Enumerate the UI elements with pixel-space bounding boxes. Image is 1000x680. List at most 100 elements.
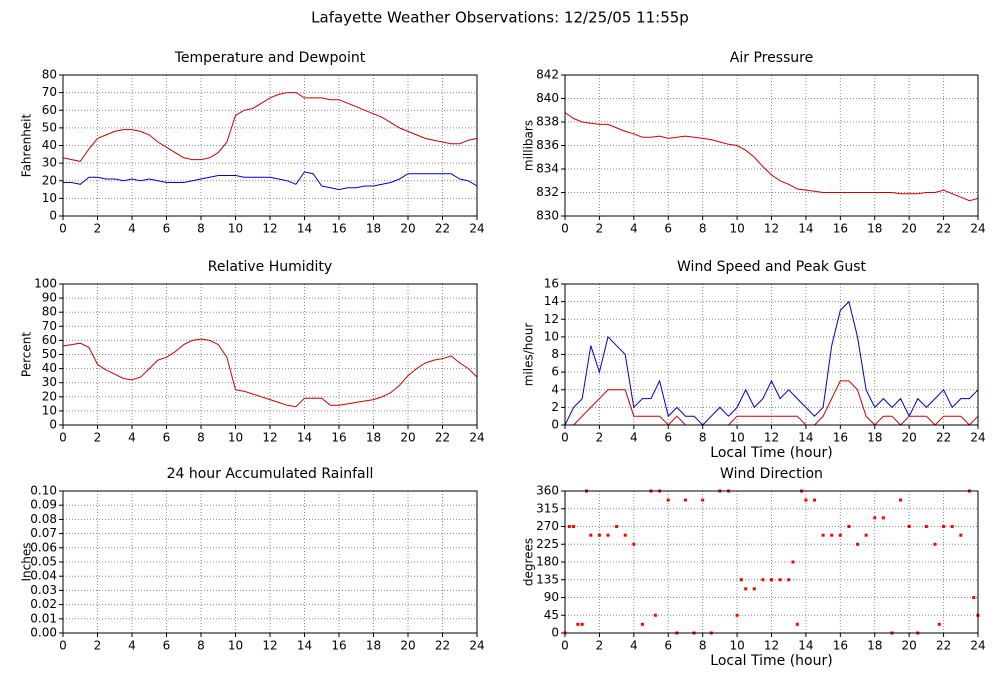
data-point [873,516,877,520]
y-tick-label: 50 [42,120,57,134]
y-tick-label: 0.01 [30,611,57,625]
data-point [838,533,842,537]
y-tick-label: 225 [536,537,559,551]
x-tick-label: 20 [902,639,917,653]
data-point [937,622,941,626]
x-tick-label: 10 [729,639,744,653]
data-line [564,112,979,202]
y-tick-label: 842 [536,68,559,82]
x-tick-label: 10 [729,222,744,236]
data-point [683,498,687,502]
y-tick-label: 360 [536,484,559,498]
x-tick-label: 18 [867,431,882,445]
x-tick-label: 14 [798,222,813,236]
data-line [565,380,979,426]
data-line [62,92,478,162]
x-tick-label: 8 [699,431,707,445]
x-tick-label: 8 [699,639,707,653]
data-point [701,498,705,502]
x-tick-label: 14 [798,431,813,445]
x-tick-label: 8 [197,639,205,653]
y-tick-label: 0 [49,418,57,432]
data-point [856,542,860,546]
data-point [972,596,976,599]
data-point [787,578,791,582]
y-tick-label: 270 [536,519,559,533]
x-tick-label: 12 [764,431,779,445]
y-tick-label: 10 [544,329,559,343]
x-axis-label: Local Time (hour) [710,445,832,461]
data-point [640,622,644,626]
y-tick-label: 0 [551,418,559,432]
x-tick-label: 2 [94,222,102,236]
y-tick-label: 80 [42,305,57,319]
data-point [623,533,627,537]
x-tick-label: 20 [400,639,415,653]
y-tick-label: 50 [42,347,57,361]
data-point [606,533,610,537]
data-point [739,578,743,582]
data-point [632,542,636,546]
chart-title: Wind Speed and Peak Gust [677,259,866,275]
data-point [752,587,756,591]
data-point [813,498,817,502]
data-point [899,498,903,502]
y-tick-label: 8 [551,347,559,361]
y-tick-label: 80 [42,68,57,82]
x-tick-label: 2 [596,639,604,653]
y-tick-label: 0.09 [30,498,57,512]
y-tick-label: 0.08 [30,512,57,526]
y-tick-label: 20 [42,173,57,187]
y-tick-label: 832 [536,185,559,199]
x-tick-label: 16 [833,639,848,653]
y-tick-label: 60 [42,103,57,117]
x-tick-label: 14 [297,431,312,445]
x-tick-label: 22 [936,431,951,445]
x-tick-label: 24 [970,639,985,653]
x-tick-label: 18 [867,222,882,236]
y-tick-label: 836 [536,138,559,152]
y-tick-label: 20 [42,389,57,403]
x-tick-label: 10 [228,431,243,445]
y-tick-label: 16 [544,277,559,291]
x-tick-label: 24 [469,639,484,653]
data-point [576,622,580,626]
x-tick-label: 4 [630,431,638,445]
y-tick-label: 45 [544,608,559,622]
y-tick-label: 10 [42,191,57,205]
x-tick-label: 2 [94,431,102,445]
data-point [597,533,601,537]
y-tick-label: 10 [42,403,57,417]
x-tick-label: 20 [400,431,415,445]
x-tick-label: 22 [936,639,951,653]
x-tick-label: 20 [902,431,917,445]
y-tick-label: 315 [536,501,559,515]
y-axis-label: Fahrenheit [20,113,34,177]
x-tick-label: 2 [596,431,604,445]
data-point [567,525,571,528]
data-point [830,533,834,537]
y-tick-label: 0 [49,209,57,223]
x-tick-label: 12 [764,222,779,236]
data-point [744,587,748,591]
chart-title: Air Pressure [730,50,813,66]
y-tick-label: 4 [551,382,559,396]
data-point [942,525,946,528]
x-tick-label: 0 [561,431,569,445]
plot-frame [62,283,478,426]
y-tick-label: 30 [42,375,57,389]
data-point [907,525,911,528]
x-tick-label: 16 [331,431,346,445]
data-line [62,338,478,408]
x-tick-label: 14 [297,639,312,653]
y-tick-label: 60 [42,333,57,347]
x-tick-label: 22 [936,222,951,236]
y-tick-label: 6 [551,365,559,379]
x-tick-label: 0 [561,222,569,236]
y-tick-label: 14 [544,294,559,308]
data-point [804,498,808,502]
data-point [847,525,851,528]
y-axis-label: Percent [20,332,34,377]
x-tick-label: 14 [798,639,813,653]
x-tick-label: 0 [561,639,569,653]
